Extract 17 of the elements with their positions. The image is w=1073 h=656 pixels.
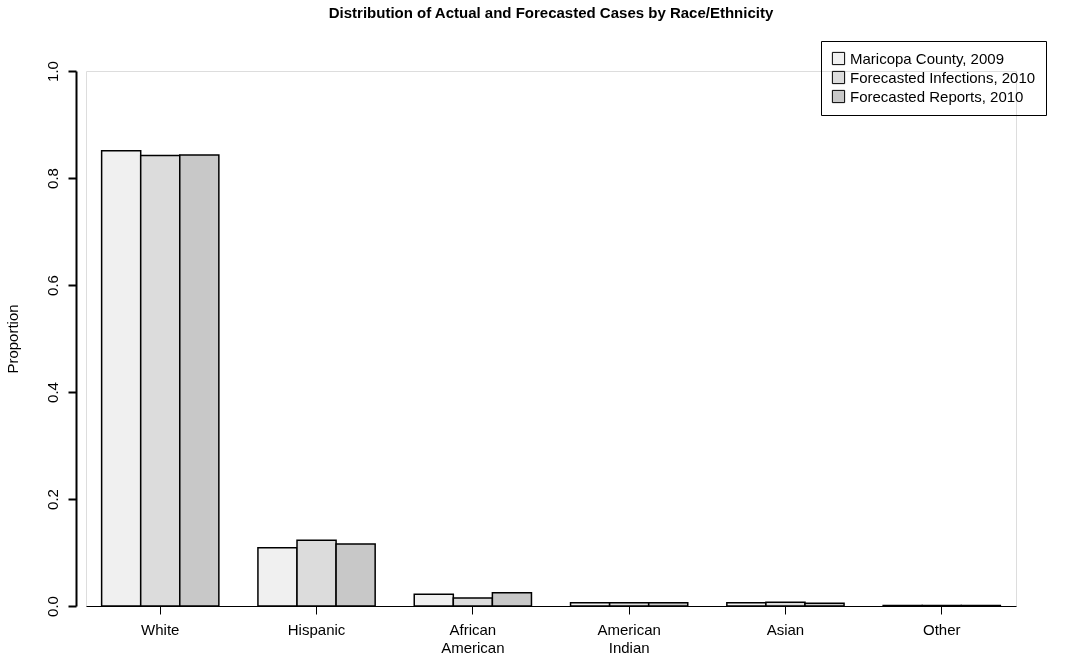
chart-title: Distribution of Actual and Forecasted Cases by Race/Ethnicity	[328, 3, 774, 21]
x-tick-label: Hispanic	[287, 620, 346, 638]
y-tick-label: 0.8	[43, 168, 61, 189]
y-tick-label: 0.0	[43, 596, 61, 617]
x-tick-label: African American	[441, 620, 505, 656]
legend-label: Forecasted Reports, 2010	[850, 87, 1024, 105]
legend-label: Maricopa County, 2009	[850, 49, 1004, 67]
x-tick-label: Other	[923, 620, 961, 638]
y-tick-label: 1.0	[43, 61, 61, 82]
x-tick-label: American Indian	[597, 620, 661, 656]
x-tick-label: White	[141, 620, 180, 638]
y-axis-title: Proportion	[3, 304, 21, 374]
y-tick-label: 0.2	[43, 489, 61, 510]
y-tick-label: 0.6	[43, 275, 61, 296]
legend-label: Forecasted Infections, 2010	[850, 68, 1036, 86]
x-tick-label: Asian	[766, 620, 805, 638]
y-tick-label: 0.4	[43, 382, 61, 403]
